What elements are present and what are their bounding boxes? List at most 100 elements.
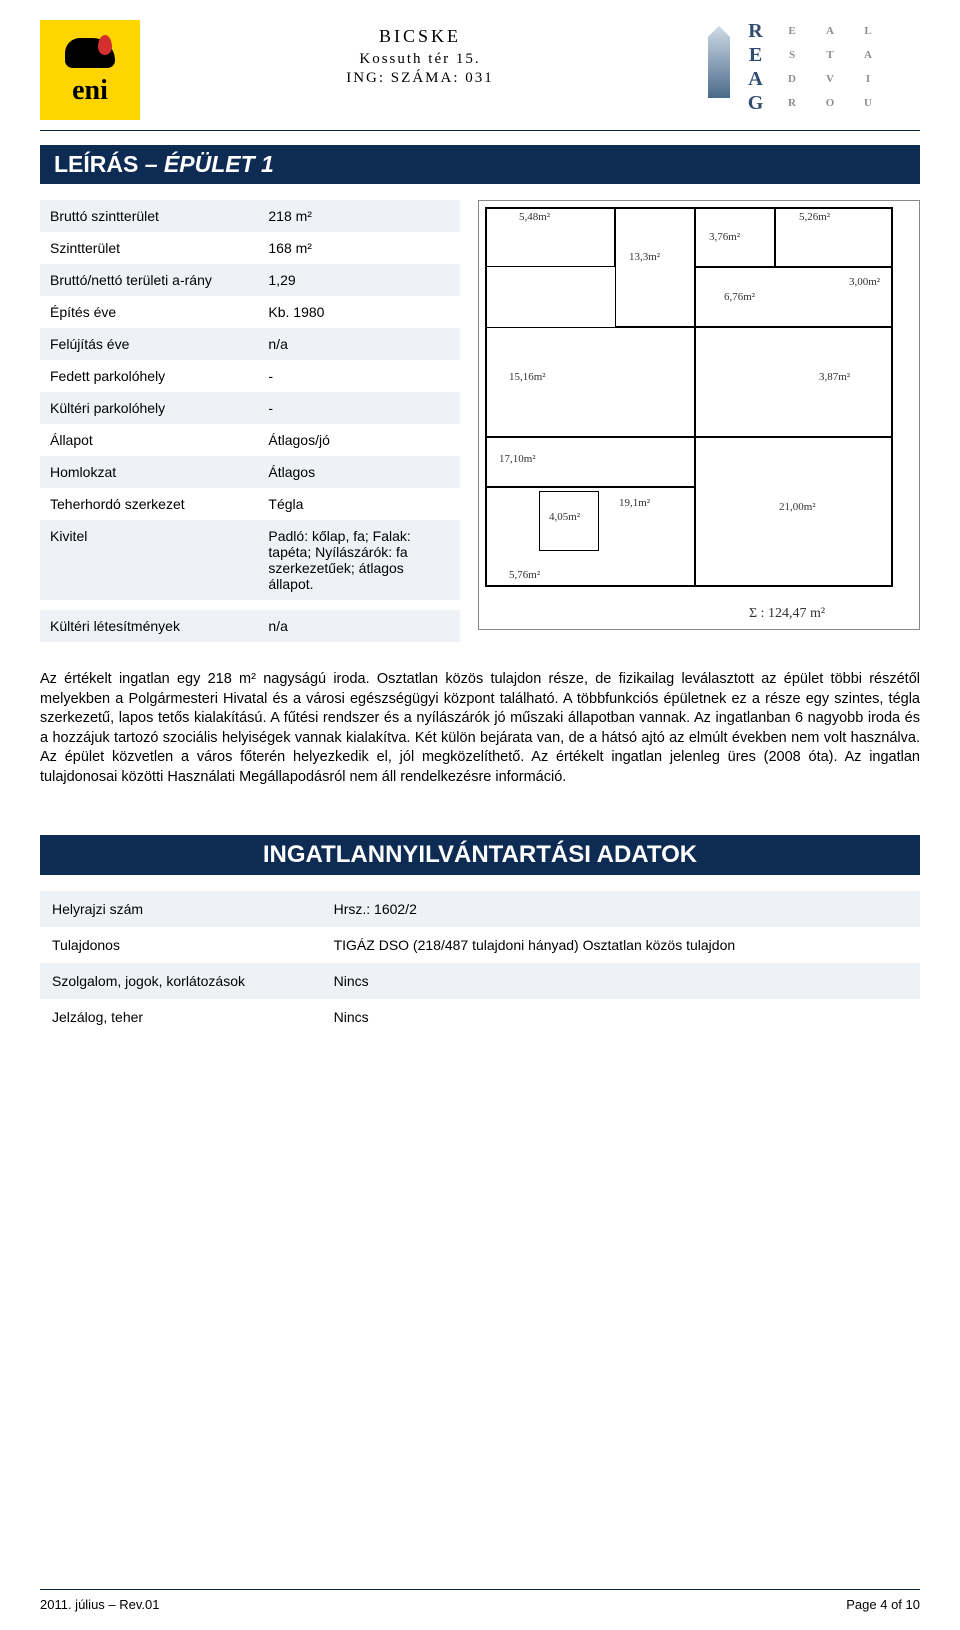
reg-label: Tulajdonos — [40, 927, 322, 963]
prop-value: Kb. 1980 — [258, 296, 460, 328]
fp-area: 5,48m² — [519, 211, 550, 223]
table-row: Kültéri létesítményekn/a — [40, 610, 460, 642]
table-row: HomlokzatÁtlagos — [40, 456, 460, 488]
reag-letter: I — [852, 68, 888, 90]
prop-value: Tégla — [258, 488, 460, 520]
prop-value: Padló: kőlap, fa; Falak: tapéta; Nyílász… — [258, 520, 460, 600]
footer-left: 2011. július – Rev.01 — [40, 1597, 159, 1612]
eni-dog-icon — [60, 33, 120, 73]
reg-value: Nincs — [322, 999, 920, 1035]
page-footer: 2011. július – Rev.01 Page 4 of 10 — [40, 1597, 920, 1612]
table-row: Bruttó szintterület218 m² — [40, 200, 460, 232]
fp-sum: Σ : 124,47 m² — [749, 606, 825, 622]
header-line-3: ING: SZÁMA: 031 — [140, 70, 700, 87]
prop-label: Teherhordó szerkezet — [40, 488, 258, 520]
description-paragraph: Az értékelt ingatlan egy 218 m² nagyságú… — [40, 670, 920, 787]
prop-label: Bruttó szintterület — [40, 200, 258, 232]
reag-letter: U — [852, 92, 888, 114]
reag-logo: R E A L E S T A A D V I G R O U — [700, 20, 920, 120]
prop-label: Felújítás éve — [40, 328, 258, 360]
header-rule — [40, 130, 920, 131]
table-spacer — [40, 600, 460, 610]
prop-label: Építés éve — [40, 296, 258, 328]
page: eni BICSKE Kossuth tér 15. ING: SZÁMA: 0… — [0, 0, 960, 1630]
reg-value: Hrsz.: 1602/2 — [322, 891, 920, 927]
footer-right: Page 4 of 10 — [846, 1597, 920, 1612]
prop-label: Kivitel — [40, 520, 258, 600]
section-title-registry: INGATLANNYILVÁNTARTÁSI ADATOK — [40, 835, 920, 875]
floorplan-image: 5,48m² 5,26m² 13,3m² 3,76m² 6,76m² 3,00m… — [478, 200, 920, 630]
reag-letter: T — [814, 44, 850, 66]
prop-label: Kültéri parkolóhely — [40, 392, 258, 424]
header-line-1: BICSKE — [140, 26, 700, 47]
reag-letter: E — [738, 44, 774, 66]
fp-area: 21,00m² — [779, 501, 816, 513]
prop-value: Átlagos — [258, 456, 460, 488]
table-row: Szintterület168 m² — [40, 232, 460, 264]
prop-value: n/a — [258, 610, 460, 642]
reag-letter: A — [738, 68, 774, 90]
table-row: Építés éveKb. 1980 — [40, 296, 460, 328]
eni-logo-text: eni — [72, 75, 108, 107]
prop-label: Kültéri létesítmények — [40, 610, 258, 642]
fp-area: 15,16m² — [509, 371, 546, 383]
table-row: Szolgalom, jogok, korlátozásokNincs — [40, 963, 920, 999]
header-title-block: BICSKE Kossuth tér 15. ING: SZÁMA: 031 — [140, 20, 700, 87]
prop-value: Átlagos/jó — [258, 424, 460, 456]
section-title-suffix: ÉPÜLET 1 — [164, 151, 274, 177]
reg-value: Nincs — [322, 963, 920, 999]
prop-label: Fedett parkolóhely — [40, 360, 258, 392]
table-row: Jelzálog, teherNincs — [40, 999, 920, 1035]
section-title-prefix: LEÍRÁS — [54, 151, 138, 177]
reag-letter: O — [814, 92, 850, 114]
prop-value: - — [258, 392, 460, 424]
table-row: Felújítás éven/a — [40, 328, 460, 360]
fp-area: 5,76m² — [509, 569, 540, 581]
reg-label: Helyrajzi szám — [40, 891, 322, 927]
table-row: Helyrajzi számHrsz.: 1602/2 — [40, 891, 920, 927]
reag-letter: E — [776, 20, 812, 42]
prop-label: Állapot — [40, 424, 258, 456]
table-row: Fedett parkolóhely- — [40, 360, 460, 392]
prop-label: Szintterület — [40, 232, 258, 264]
reag-letter: R — [738, 20, 774, 42]
prop-value: 1,29 — [258, 264, 460, 296]
table-row: Bruttó/nettó területi a-rány1,29 — [40, 264, 460, 296]
reag-letter: R — [776, 92, 812, 114]
fp-area: 19,1m² — [619, 497, 650, 509]
reag-letter: S — [776, 44, 812, 66]
fp-area: 3,00m² — [849, 276, 880, 288]
prop-value: - — [258, 360, 460, 392]
reag-letter: A — [814, 20, 850, 42]
reg-value: TIGÁZ DSO (218/487 tulajdoni hányad) Osz… — [322, 927, 920, 963]
reag-letter: G — [738, 92, 774, 114]
reag-building-icon — [700, 20, 736, 114]
prop-value: 168 m² — [258, 232, 460, 264]
header-line-2: Kossuth tér 15. — [140, 51, 700, 68]
fp-area: 4,05m² — [549, 511, 580, 523]
fp-area: 3,87m² — [819, 371, 850, 383]
table-row: ÁllapotÁtlagos/jó — [40, 424, 460, 456]
fp-area: 5,26m² — [799, 211, 830, 223]
fp-area: 3,76m² — [709, 231, 740, 243]
table-row: Kültéri parkolóhely- — [40, 392, 460, 424]
eni-logo: eni — [40, 20, 140, 120]
page-header: eni BICSKE Kossuth tér 15. ING: SZÁMA: 0… — [40, 20, 920, 120]
table-row: Teherhordó szerkezetTégla — [40, 488, 460, 520]
reg-label: Jelzálog, teher — [40, 999, 322, 1035]
footer-rule — [40, 1589, 920, 1590]
reag-letter: V — [814, 68, 850, 90]
prop-label: Homlokzat — [40, 456, 258, 488]
prop-value: 218 m² — [258, 200, 460, 232]
table-row: KivitelPadló: kőlap, fa; Falak: tapéta; … — [40, 520, 460, 600]
registry-table: Helyrajzi számHrsz.: 1602/2 TulajdonosTI… — [40, 891, 920, 1035]
prop-label: Bruttó/nettó területi a-rány — [40, 264, 258, 296]
table-row: TulajdonosTIGÁZ DSO (218/487 tulajdoni h… — [40, 927, 920, 963]
section-title-description: LEÍRÁS – ÉPÜLET 1 — [40, 145, 920, 184]
property-table: Bruttó szintterület218 m² Szintterület16… — [40, 200, 460, 642]
content-row: Bruttó szintterület218 m² Szintterület16… — [40, 200, 920, 642]
fp-area: 6,76m² — [724, 291, 755, 303]
prop-value: n/a — [258, 328, 460, 360]
fp-area: 13,3m² — [629, 251, 660, 263]
reg-label: Szolgalom, jogok, korlátozások — [40, 963, 322, 999]
